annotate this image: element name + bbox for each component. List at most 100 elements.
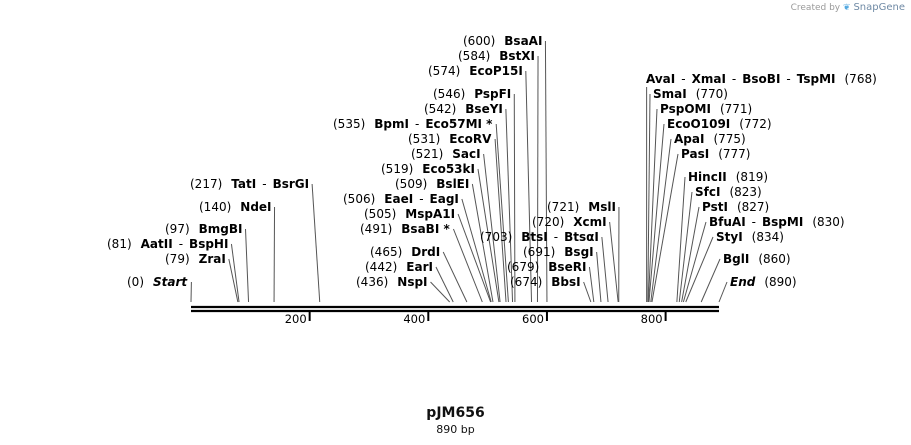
enzyme-name: ApaI (674, 132, 704, 146)
site-label[interactable]: (506) EaeI - EagI (343, 192, 459, 206)
enzyme-name: StyI (716, 230, 743, 244)
feature-site[interactable]: (703) BtsI - BtsαI (480, 230, 609, 303)
feature-site[interactable]: PasI (777) (651, 147, 751, 303)
site-label[interactable]: BfuAI - BspMI (830) (709, 215, 845, 229)
feature-site[interactable]: (574) EcoP15I (428, 64, 533, 303)
site-connector-line (647, 108, 658, 303)
feature-site[interactable]: (546) PspFI (433, 87, 516, 303)
feature-site[interactable]: (140) NdeI (199, 200, 276, 303)
site-label[interactable]: (679) BseRI (507, 260, 586, 274)
axis-tick-label: 600 (522, 312, 544, 326)
site-label[interactable]: (542) BseYI (424, 102, 503, 116)
feature-site[interactable]: (509) BslEI (395, 177, 494, 303)
feature-site[interactable]: (720) XcmI (532, 215, 619, 303)
site-label[interactable]: (691) BsgI (523, 245, 594, 259)
feature-site[interactable]: (442) EarI (365, 260, 454, 303)
site-label[interactable]: HincII (819) (688, 170, 768, 184)
site-label[interactable]: (535) BpmI - Eco57MI * (333, 117, 493, 131)
site-label[interactable]: AvaI - XmaI - BsoBI - TspMI (768) (646, 72, 877, 86)
site-label[interactable]: ApaI (775) (674, 132, 746, 146)
site-label[interactable]: (674) BbsI (510, 275, 581, 289)
site-label[interactable]: (584) BstXI (458, 49, 535, 63)
site-connector-line (525, 70, 533, 303)
site-label[interactable]: End (890) (730, 275, 797, 289)
site-label[interactable]: (505) MspA1I (364, 207, 455, 221)
feature-site[interactable]: (519) Eco53kI (381, 162, 500, 303)
feature-site[interactable]: (542) BseYI (424, 102, 514, 303)
site-connector-line (685, 236, 714, 303)
feature-site[interactable]: (521) SacI (411, 147, 501, 303)
site-position: (506) (343, 192, 375, 206)
site-label[interactable]: (509) BslEI (395, 177, 469, 191)
feature-site[interactable]: (584) BstXI (458, 49, 539, 303)
feature-site[interactable]: (721) MslI (547, 200, 620, 303)
site-label[interactable]: (721) MslI (547, 200, 616, 214)
site-position: (823) (729, 185, 761, 199)
site-label[interactable]: (97) BmgBI (165, 222, 243, 236)
site-label[interactable]: (491) BsaBI * (360, 222, 450, 236)
site-connector-line (596, 251, 602, 303)
feature-site[interactable]: (81) AatII - BspHI (107, 237, 240, 303)
site-label[interactable]: (574) EcoP15I (428, 64, 523, 78)
site-label[interactable]: (546) PspFI (433, 87, 511, 101)
site-label[interactable]: (519) Eco53kI (381, 162, 475, 176)
feature-site[interactable]: (436) NspI (356, 275, 451, 303)
site-label[interactable]: (600) BsaAI (463, 34, 542, 48)
site-label[interactable]: EcoO109I (772) (667, 117, 772, 131)
feature-site[interactable]: (531) EcoRV (408, 132, 507, 303)
site-label[interactable]: PstI (827) (702, 200, 769, 214)
site-label[interactable]: PasI (777) (681, 147, 750, 161)
feature-site[interactable]: (679) BseRI (507, 260, 595, 303)
site-label[interactable]: (140) NdeI (199, 200, 272, 214)
feature-site[interactable]: BfuAI - BspMI (830) (682, 215, 845, 303)
site-position: (521) (411, 147, 443, 161)
feature-site[interactable]: End (890) (718, 275, 797, 303)
feature-site[interactable]: (217) TatI - BsrGI (190, 177, 321, 303)
feature-site[interactable]: SmaI (770) (647, 87, 728, 303)
feature-site[interactable]: (0) Start (127, 275, 192, 303)
site-label[interactable]: (81) AatII - BspHI (107, 237, 228, 251)
site-label[interactable]: (436) NspI (356, 275, 428, 289)
feature-site[interactable]: (691) BsgI (523, 245, 602, 303)
feature-site[interactable]: EcoO109I (772) (648, 117, 772, 303)
feature-site[interactable]: ApaI (775) (650, 132, 746, 303)
feature-site[interactable]: (600) BsaAI (463, 34, 548, 303)
feature-site[interactable]: (465) DrdI (370, 245, 468, 303)
site-label[interactable]: BglI (860) (723, 252, 791, 266)
site-label[interactable]: (720) XcmI (532, 215, 607, 229)
feature-site[interactable]: PspOMI (771) (647, 102, 752, 303)
feature-site[interactable]: (79) ZraI (165, 252, 239, 303)
site-label[interactable]: (521) SacI (411, 147, 481, 161)
site-label[interactable]: (217) TatI - BsrGI (190, 177, 309, 191)
feature-site[interactable]: (505) MspA1I (364, 207, 492, 303)
site-label[interactable]: SmaI (770) (653, 87, 728, 101)
site-label[interactable]: (465) DrdI (370, 245, 440, 259)
enzyme-name: BsoBI (742, 72, 780, 86)
site-connector-line (311, 183, 321, 303)
site-label[interactable]: SfcI (823) (695, 185, 762, 199)
feature-site[interactable]: (535) BpmI - Eco57MI * (333, 117, 509, 303)
feature-site[interactable]: HincII (819) (676, 170, 768, 303)
site-label[interactable]: (531) EcoRV (408, 132, 492, 146)
site-label[interactable]: (79) ZraI (165, 252, 226, 266)
site-position: (600) (463, 34, 495, 48)
snapgene-credit: Created by ❦ SnapGene (791, 2, 905, 13)
site-label[interactable]: (0) Start (127, 275, 188, 289)
feature-site[interactable]: PstI (827) (681, 200, 770, 303)
feature-site[interactable]: SfcI (823) (678, 185, 762, 303)
site-position: (720) (532, 215, 564, 229)
feature-site[interactable]: (674) BbsI (510, 275, 592, 303)
feature-site[interactable]: (97) BmgBI (165, 222, 250, 303)
feature-site[interactable]: (491) BsaBI * (360, 222, 483, 303)
site-label[interactable]: (442) EarI (365, 260, 433, 274)
site-position: (436) (356, 275, 388, 289)
enzyme-name: BseRI (548, 260, 586, 274)
site-label[interactable]: (703) BtsI - BtsαI (480, 230, 599, 244)
feature-site[interactable]: AvaI - XmaI - BsoBI - TspMI (768) (646, 72, 877, 302)
site-label[interactable]: StyI (834) (716, 230, 784, 244)
site-connector-line (681, 206, 700, 303)
site-label[interactable]: PspOMI (771) (660, 102, 752, 116)
feature-site[interactable]: BglI (860) (700, 252, 791, 303)
feature-site[interactable]: StyI (834) (685, 230, 784, 303)
feature-site[interactable]: (506) EaeI - EagI (343, 192, 492, 303)
